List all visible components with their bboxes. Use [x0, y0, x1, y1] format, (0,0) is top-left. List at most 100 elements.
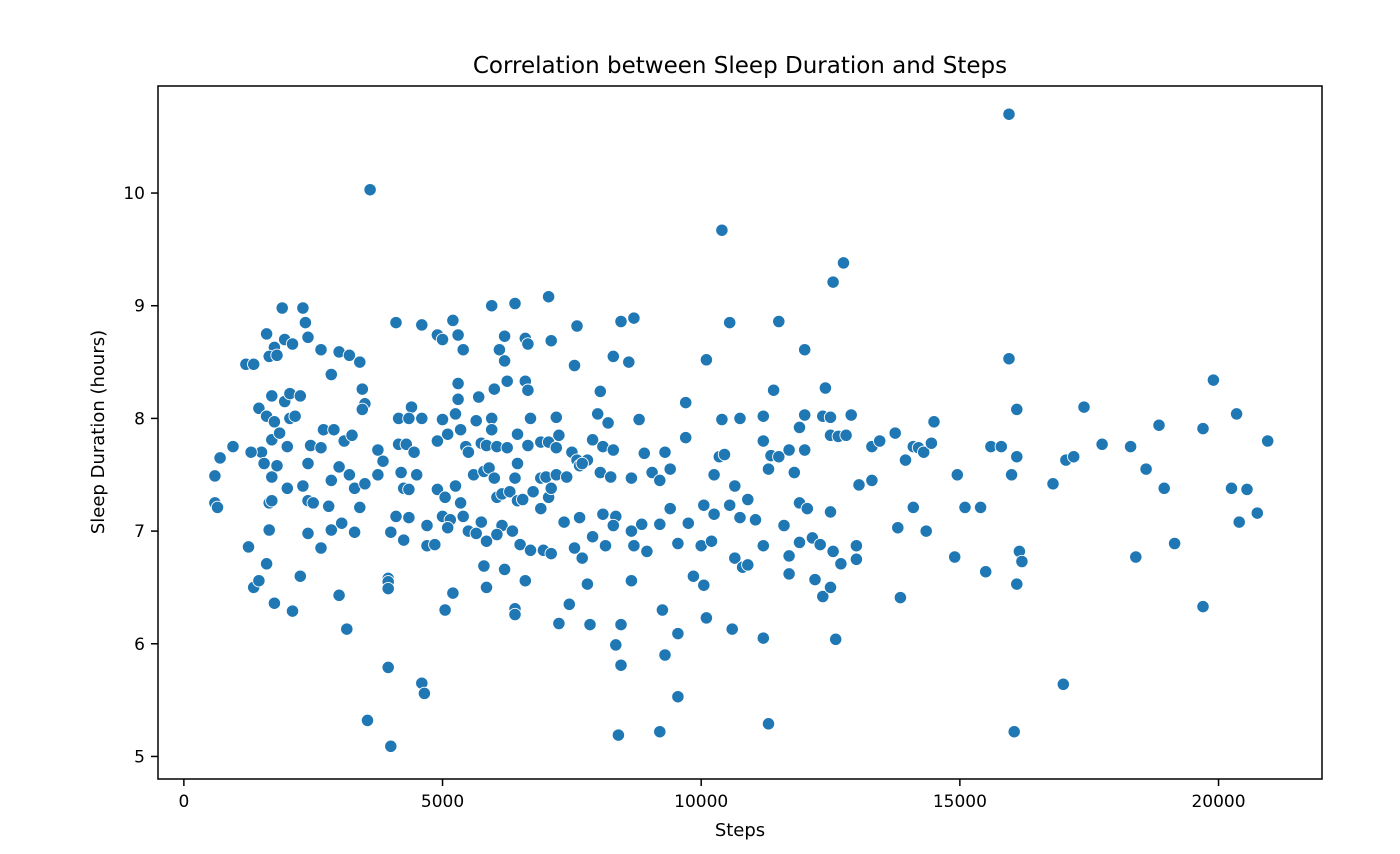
data-point — [927, 415, 941, 429]
data-point — [1046, 477, 1060, 491]
data-point — [1077, 400, 1091, 414]
data-point — [293, 569, 307, 583]
y-axis-label: Sleep Duration (hours) — [88, 330, 109, 534]
data-point — [614, 617, 628, 632]
data-point — [567, 358, 582, 373]
data-point — [226, 439, 240, 454]
data-point — [544, 546, 558, 561]
data-point — [898, 453, 913, 467]
data-point — [259, 557, 274, 571]
data-point — [823, 410, 838, 424]
data-point — [635, 517, 649, 531]
data-point — [544, 334, 558, 348]
data-point — [756, 409, 770, 423]
chart-title: Correlation between Sleep Duration and S… — [473, 53, 1007, 79]
data-point — [270, 348, 284, 362]
data-point — [865, 473, 879, 488]
data-point — [723, 498, 737, 512]
data-point — [609, 638, 623, 652]
data-point — [761, 717, 776, 731]
data-point — [521, 383, 535, 397]
data-point — [415, 318, 429, 332]
data-point — [637, 446, 651, 460]
data-point — [756, 539, 770, 553]
y-tick-label: 7 — [134, 522, 145, 542]
data-point — [808, 572, 822, 587]
data-point — [707, 468, 721, 482]
data-point — [332, 588, 346, 602]
data-point — [296, 479, 310, 493]
data-point — [262, 523, 276, 537]
data-point — [497, 354, 512, 368]
data-point — [852, 478, 866, 492]
data-point — [787, 465, 801, 480]
data-point — [1206, 373, 1221, 387]
data-point — [521, 438, 535, 453]
data-point — [500, 374, 514, 388]
data-point — [353, 500, 367, 515]
data-point — [265, 389, 279, 403]
data-point — [849, 552, 864, 566]
data-point — [598, 539, 613, 553]
data-point — [640, 544, 654, 559]
data-point — [761, 462, 776, 476]
data-point — [394, 465, 408, 480]
data-point — [826, 544, 840, 559]
data-point — [823, 580, 838, 595]
data-point — [1240, 482, 1254, 497]
data-point — [402, 482, 416, 497]
plot-frame — [157, 85, 1323, 780]
data-point — [906, 500, 920, 515]
x-axis-label: Steps — [715, 820, 765, 841]
data-point — [497, 329, 512, 343]
x-axis: 0 5000 10000 15000 20000 — [178, 779, 1246, 812]
data-point — [534, 501, 548, 516]
data-point — [415, 411, 429, 426]
data-point — [402, 411, 416, 426]
data-point — [479, 580, 494, 595]
data-point — [792, 420, 807, 435]
data-point — [523, 543, 538, 557]
data-point — [1123, 439, 1138, 454]
data-point — [756, 434, 770, 448]
data-point — [1067, 450, 1081, 464]
data-point — [487, 471, 501, 485]
data-point — [601, 416, 615, 430]
data-point — [371, 443, 385, 457]
data-point — [572, 510, 587, 525]
data-point — [671, 626, 685, 641]
data-point — [252, 574, 266, 588]
data-point — [1010, 402, 1024, 417]
data-point — [332, 460, 346, 474]
data-point — [834, 557, 848, 571]
data-point — [461, 445, 476, 459]
data-point — [376, 454, 390, 468]
data-point — [327, 423, 341, 437]
data-point — [704, 534, 719, 548]
data-point — [456, 509, 470, 524]
data-point — [508, 296, 522, 311]
data-point — [1139, 462, 1153, 476]
data-point — [580, 577, 595, 591]
data-point — [733, 510, 747, 525]
data-point — [1129, 550, 1143, 564]
data-point — [893, 590, 908, 605]
data-point — [994, 439, 1008, 454]
data-point — [438, 603, 452, 617]
data-point — [1250, 506, 1264, 520]
data-point — [663, 501, 677, 516]
data-point — [213, 451, 227, 465]
data-point — [627, 311, 641, 325]
data-point — [836, 256, 851, 270]
data-point — [521, 337, 535, 351]
data-point — [544, 481, 558, 495]
data-point — [453, 496, 468, 510]
data-point — [717, 447, 732, 462]
data-point — [314, 541, 328, 555]
data-point — [1004, 468, 1019, 482]
data-point — [606, 349, 620, 364]
data-point — [324, 523, 338, 537]
data-point — [342, 468, 357, 482]
data-point — [715, 412, 729, 427]
